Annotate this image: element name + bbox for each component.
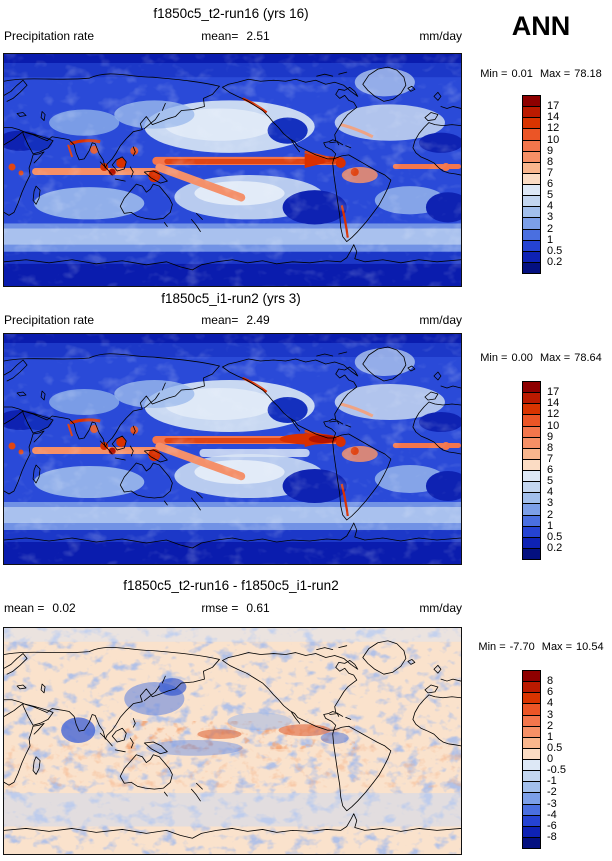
colorbar-tick-label: 10 bbox=[547, 133, 560, 146]
panel3-mean-label: mean = bbox=[4, 601, 45, 615]
colorbar-tick-label: 4 bbox=[547, 486, 554, 499]
panel1-max-value: 78.18 bbox=[574, 68, 602, 80]
panel2-variable-text: Precipitation rate bbox=[4, 313, 95, 327]
panel1-variable-text: Precipitation rate bbox=[4, 29, 95, 43]
panel3-min-label: Min = bbox=[478, 641, 506, 653]
panel3-title: f1850c5_t2-run16 - f1850c5_i1-run2 bbox=[123, 578, 339, 593]
colorbar-tick-label: 12 bbox=[547, 122, 560, 135]
colorbar-tick-label: -4 bbox=[547, 808, 557, 821]
panel2-minmax: Min = 0.00 Max = 78.64 bbox=[470, 352, 612, 364]
colorbar-tick-label: 1 bbox=[547, 233, 554, 246]
panel2-colorbar: 17 14 12 10 9 8 7 6 5 4 3 2 1 0.5 0.2 bbox=[522, 381, 562, 560]
panel3-mean-stat: mean = 0.02 bbox=[4, 601, 76, 615]
colorbar-tick-label: 2 bbox=[547, 508, 554, 521]
panel3-mean-value: 0.02 bbox=[52, 601, 76, 615]
colorbar-tick-label: 1 bbox=[547, 730, 554, 743]
colorbar-tick-label: 7 bbox=[547, 166, 554, 179]
colorbar-tick-label: 0.5 bbox=[547, 741, 563, 754]
colorbar-tick-label: 0.5 bbox=[547, 244, 563, 257]
colorbar-tick-label: 2 bbox=[547, 222, 554, 235]
colorbar-tick-label: 2 bbox=[547, 719, 554, 732]
colorbar-tick-label: 12 bbox=[547, 408, 560, 421]
colorbar-tick-label: 6 bbox=[547, 464, 554, 476]
colorbar-tick-label: 8 bbox=[547, 675, 554, 688]
colorbar-tick-label: 7 bbox=[547, 452, 554, 465]
colorbar-tick-label: 14 bbox=[547, 111, 560, 124]
colorbar-tick-label: 17 bbox=[547, 386, 560, 399]
panel3-min-value: -7.70 bbox=[509, 641, 535, 653]
panel3-rmse-stat: rmse = 0.61 bbox=[148, 601, 323, 615]
panel2-variable-label: Precipitation rate bbox=[4, 313, 102, 327]
colorbar-tick-label: 1 bbox=[547, 519, 554, 532]
colorbar-tick-label: 9 bbox=[547, 144, 554, 157]
panel1-mean-value: 2.51 bbox=[246, 29, 270, 43]
panel2-title: f1850c5_i1-run2 (yrs 3) bbox=[161, 291, 301, 306]
panel1-min-value: 0.01 bbox=[511, 68, 533, 80]
colorbar-tick-label: 10 bbox=[547, 419, 560, 432]
panel3-max-value: 10.54 bbox=[576, 641, 604, 653]
colorbar-tick-label: 9 bbox=[547, 430, 554, 443]
panel2-min-value: 0.00 bbox=[511, 352, 533, 364]
colorbar-tick-label: -6 bbox=[547, 819, 557, 832]
colorbar-tick-label: 5 bbox=[547, 189, 554, 202]
colorbar-tick-label: -1 bbox=[547, 775, 557, 788]
panel2-precip-map bbox=[3, 333, 462, 565]
panel3-rmse-value: 0.61 bbox=[246, 601, 270, 615]
panel1-max-label: Max = bbox=[539, 68, 571, 80]
colorbar-tick-label: 17 bbox=[547, 100, 560, 113]
panel1-title: f1850c5_t2-run16 (yrs 16) bbox=[153, 6, 309, 21]
panel1-min-label: Min = bbox=[480, 68, 508, 80]
panel3-colorbar: 8 6 4 3 2 1 0.5 0 -0.5 -1 -2 -3 -4 -6 -8 bbox=[522, 670, 566, 849]
colorbar-segment bbox=[522, 261, 541, 274]
panel2-mean-value: 2.49 bbox=[246, 313, 270, 327]
world-diff-map bbox=[4, 628, 461, 854]
colorbar-tick-label: 0.5 bbox=[547, 530, 563, 543]
colorbar-segment bbox=[522, 836, 541, 849]
colorbar-tick-label: 8 bbox=[547, 155, 554, 168]
colorbar-tick-label: 0.2 bbox=[547, 255, 563, 268]
colorbar-tick-label: -2 bbox=[547, 786, 557, 799]
panel3-difference-map bbox=[3, 627, 462, 855]
panel1-variable-label: Precipitation rate bbox=[4, 29, 102, 43]
panel3-minmax: Min = -7.70 Max = 10.54 bbox=[470, 641, 612, 653]
colorbar-segment bbox=[522, 547, 541, 560]
colorbar-tick-label: 6 bbox=[547, 178, 554, 190]
colorbar-tick-label: -3 bbox=[547, 797, 557, 810]
panel2-mean-label: mean= bbox=[201, 313, 239, 327]
colorbar-tick-label: 4 bbox=[547, 697, 554, 710]
panel1-minmax: Min = 0.01 Max = 78.18 bbox=[470, 68, 612, 80]
panel2-mean-stat: mean= 2.49 bbox=[148, 313, 323, 327]
colorbar-tick-label: 6 bbox=[547, 686, 554, 699]
colorbar-tick-label: 3 bbox=[547, 708, 554, 721]
panel3-rmse-label: rmse = bbox=[201, 601, 239, 615]
panel2-max-label: Max = bbox=[539, 352, 571, 364]
panel1-colorbar: 17 14 12 10 9 8 7 6 5 4 3 2 1 0.5 0.2 bbox=[522, 95, 562, 274]
world-precip-map-2 bbox=[4, 334, 461, 564]
panel3-units-label: mm/day bbox=[419, 601, 462, 615]
colorbar-tick-label: 4 bbox=[547, 200, 554, 213]
world-precip-map-1 bbox=[4, 54, 461, 286]
colorbar-tick-label: -0.5 bbox=[547, 764, 566, 777]
colorbar-tick-label: 3 bbox=[547, 211, 554, 224]
panel3-max-label: Max = bbox=[541, 641, 573, 653]
colorbar-tick-label: 3 bbox=[547, 497, 554, 510]
panel1-mean-stat: mean= 2.51 bbox=[148, 29, 323, 43]
colorbar-tick-label: 0 bbox=[547, 753, 554, 765]
colorbar-tick-label: 14 bbox=[547, 397, 560, 410]
panel1-mean-label: mean= bbox=[201, 29, 239, 43]
colorbar-tick-label: 0.2 bbox=[547, 541, 563, 554]
panel1-units-label: mm/day bbox=[419, 29, 462, 43]
season-label: ANN bbox=[511, 11, 571, 41]
colorbar-tick-label: -8 bbox=[547, 830, 557, 843]
panel2-units-label: mm/day bbox=[419, 313, 462, 327]
panel2-min-label: Min = bbox=[480, 352, 508, 364]
colorbar-tick-label: 8 bbox=[547, 441, 554, 454]
colorbar-tick-label: 5 bbox=[547, 475, 554, 488]
panel2-max-value: 78.64 bbox=[574, 352, 602, 364]
panel1-precip-map bbox=[3, 53, 462, 287]
